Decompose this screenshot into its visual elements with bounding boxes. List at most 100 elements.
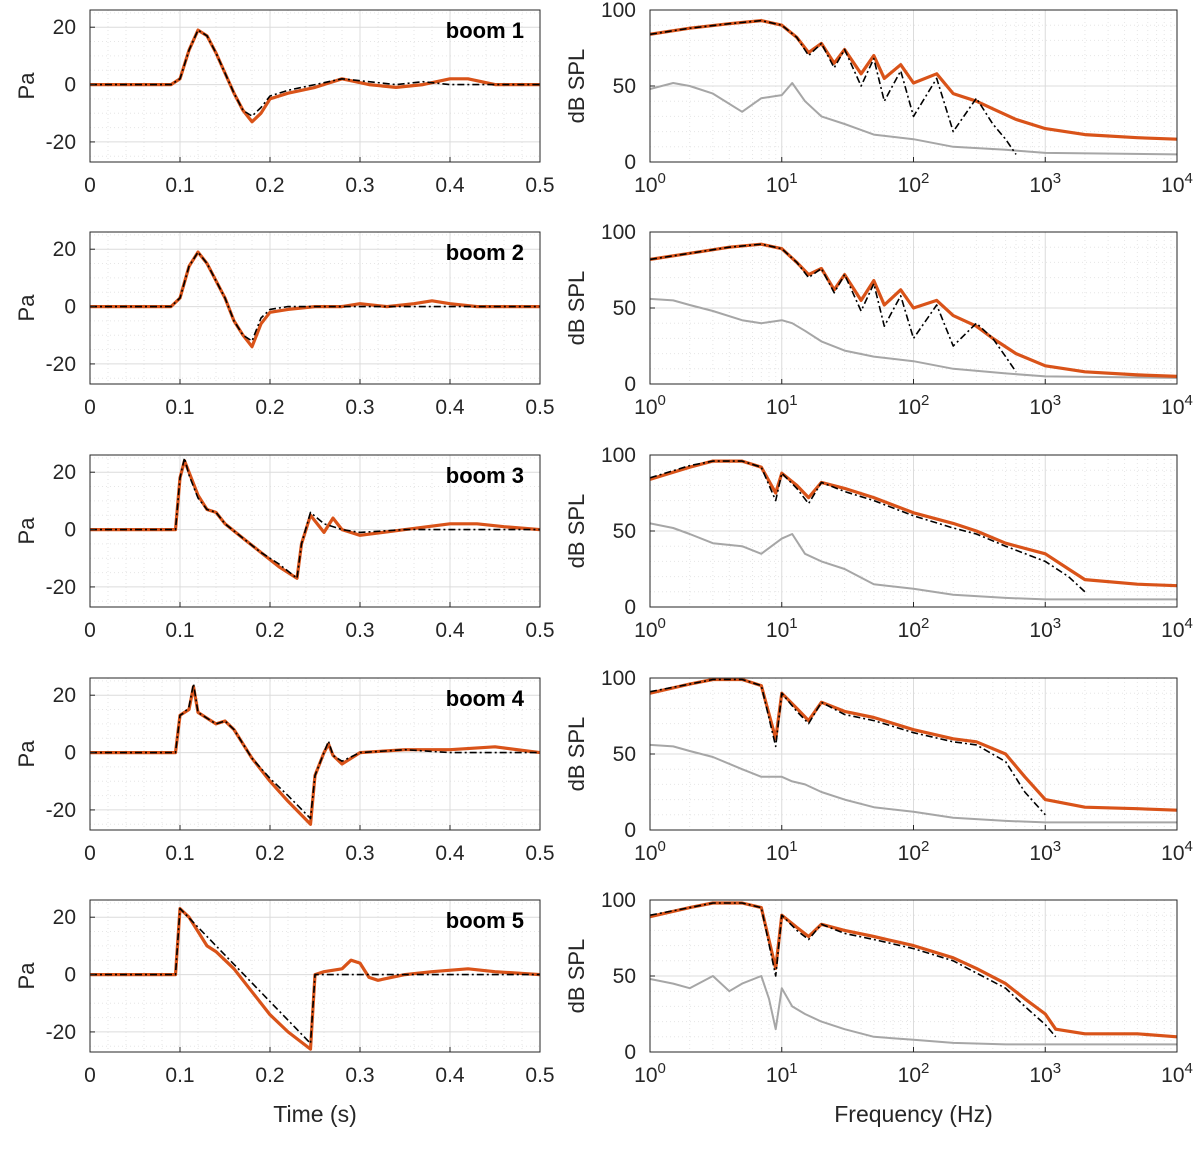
y-tick-label: 50 (613, 520, 636, 543)
y-tick-label: 0 (64, 296, 76, 319)
series-simulated (650, 243, 1017, 373)
x-tick-label: 100 (634, 1060, 666, 1087)
x-tick-label: 0.3 (345, 174, 374, 197)
x-axis-label: Frequency (Hz) (834, 1101, 992, 1127)
y-tick-label: 20 (53, 16, 76, 39)
x-tick-label: 101 (766, 615, 798, 642)
x-tick-label: 0.3 (345, 396, 374, 419)
panel-title: boom 4 (446, 686, 525, 711)
y-tick-label: -20 (46, 353, 76, 376)
y-axis-label: Pa (14, 740, 39, 768)
x-tick-label: 100 (634, 838, 666, 865)
y-axis-label: Pa (14, 962, 39, 990)
y-tick-label: 0 (624, 819, 636, 842)
axes-box (89, 454, 541, 608)
series-measured (650, 19, 1177, 141)
series-simulated (90, 682, 540, 820)
y-tick-label: -20 (46, 131, 76, 154)
x-tick-label: 0.4 (435, 174, 465, 197)
x-tick-label: 103 (1029, 170, 1061, 197)
y-tick-label: -20 (46, 1021, 76, 1044)
series-simulated (650, 902, 1057, 1038)
axes-box (89, 677, 541, 831)
y-tick-label: 100 (601, 221, 636, 244)
series-measured (650, 678, 1177, 812)
y-axis-label: Pa (14, 294, 39, 322)
x-tick-label: 0.2 (255, 174, 284, 197)
x-tick-label: 0.4 (435, 1064, 465, 1087)
y-axis-label: dB SPL (564, 49, 589, 124)
y-tick-label: 0 (64, 964, 76, 987)
series-simulated (650, 460, 1086, 593)
x-tick-label: 100 (634, 392, 666, 419)
x-tick-label: 0 (84, 396, 96, 419)
x-tick-label: 0 (84, 174, 96, 197)
chart-panel-6: 100 101 102 103 104 0 50 100 dB SPL (564, 444, 1193, 642)
x-tick-label: 101 (766, 838, 798, 865)
series-simulated (650, 19, 1017, 155)
x-axis-label: Time (s) (273, 1101, 356, 1127)
x-tick-label: 0.3 (345, 842, 374, 865)
x-tick-label: 0.1 (165, 396, 194, 419)
series-noise (650, 82, 1177, 156)
y-tick-label: 50 (613, 965, 636, 988)
chart-panel-7: 0 0.1 0.2 0.3 0.4 0.5 -20 0 20 Pa boom 4 (14, 677, 555, 865)
x-tick-label: 102 (898, 1060, 930, 1087)
y-axis-label: dB SPL (564, 717, 589, 792)
series-measured (650, 901, 1177, 1039)
y-tick-label: 0 (624, 373, 636, 396)
chart-panel-3: 0 0.1 0.2 0.3 0.4 0.5 -20 0 20 Pa boom 2 (14, 231, 555, 419)
y-tick-label: 50 (613, 743, 636, 766)
x-tick-label: 100 (634, 170, 666, 197)
chart-panel-10: 100 101 102 103 104 0 50 100 dB SPL Frequency (Hz… (564, 889, 1193, 1127)
x-tick-label: 0.5 (525, 396, 554, 419)
x-tick-label: 101 (766, 392, 798, 419)
y-tick-label: 100 (601, 0, 636, 22)
series-noise (650, 743, 1177, 824)
y-tick-label: 100 (601, 889, 636, 912)
x-tick-label: 0 (84, 842, 96, 865)
x-tick-label: 103 (1029, 392, 1061, 419)
panel-title: boom 2 (446, 240, 524, 265)
y-tick-label: 50 (613, 297, 636, 320)
x-tick-label: 0.5 (525, 842, 554, 865)
chart-panel-8: 100 101 102 103 104 0 50 100 dB SPL (564, 667, 1193, 865)
chart-panel-1: 0 0.1 0.2 0.3 0.4 0.5 -20 0 20 Pa boom 1 (14, 9, 555, 197)
x-tick-label: 0.5 (525, 174, 554, 197)
x-tick-label: 0.4 (435, 619, 465, 642)
y-tick-label: 100 (601, 667, 636, 690)
chart-panel-5: 0 0.1 0.2 0.3 0.4 0.5 -20 0 20 Pa boom 3 (14, 454, 555, 642)
x-tick-label: 102 (898, 170, 930, 197)
y-tick-label: 20 (53, 238, 76, 261)
x-tick-label: 102 (898, 615, 930, 642)
y-tick-label: 20 (53, 684, 76, 707)
x-tick-label: 0.4 (435, 396, 465, 419)
series-simulated (90, 251, 540, 342)
y-tick-label: 0 (64, 74, 76, 97)
series-measured (650, 242, 1177, 378)
x-tick-label: 103 (1029, 1060, 1061, 1087)
x-tick-label: 0.1 (165, 619, 194, 642)
x-tick-label: 104 (1161, 615, 1193, 642)
y-tick-label: 20 (53, 906, 76, 929)
y-axis-label: Pa (14, 72, 39, 100)
y-tick-label: 100 (601, 444, 636, 467)
axes-box (89, 231, 541, 385)
y-tick-label: 0 (64, 742, 76, 765)
x-tick-label: 103 (1029, 615, 1061, 642)
series-noise (650, 975, 1177, 1046)
x-tick-label: 0.1 (165, 1064, 194, 1087)
chart-panel-9: 0 0.1 0.2 0.3 0.4 0.5 -20 0 20 Pa Time (s) boom 5 (14, 899, 555, 1127)
x-tick-label: 104 (1161, 392, 1193, 419)
series-simulated (90, 29, 540, 117)
series-noise (650, 297, 1177, 379)
x-tick-label: 0.2 (255, 396, 284, 419)
y-tick-label: -20 (46, 576, 76, 599)
x-tick-label: 101 (766, 1060, 798, 1087)
x-tick-label: 101 (766, 170, 798, 197)
y-axis-label: Pa (14, 517, 39, 545)
panel-title: boom 1 (446, 18, 524, 43)
x-tick-label: 0.5 (525, 619, 554, 642)
x-tick-label: 0 (84, 619, 96, 642)
